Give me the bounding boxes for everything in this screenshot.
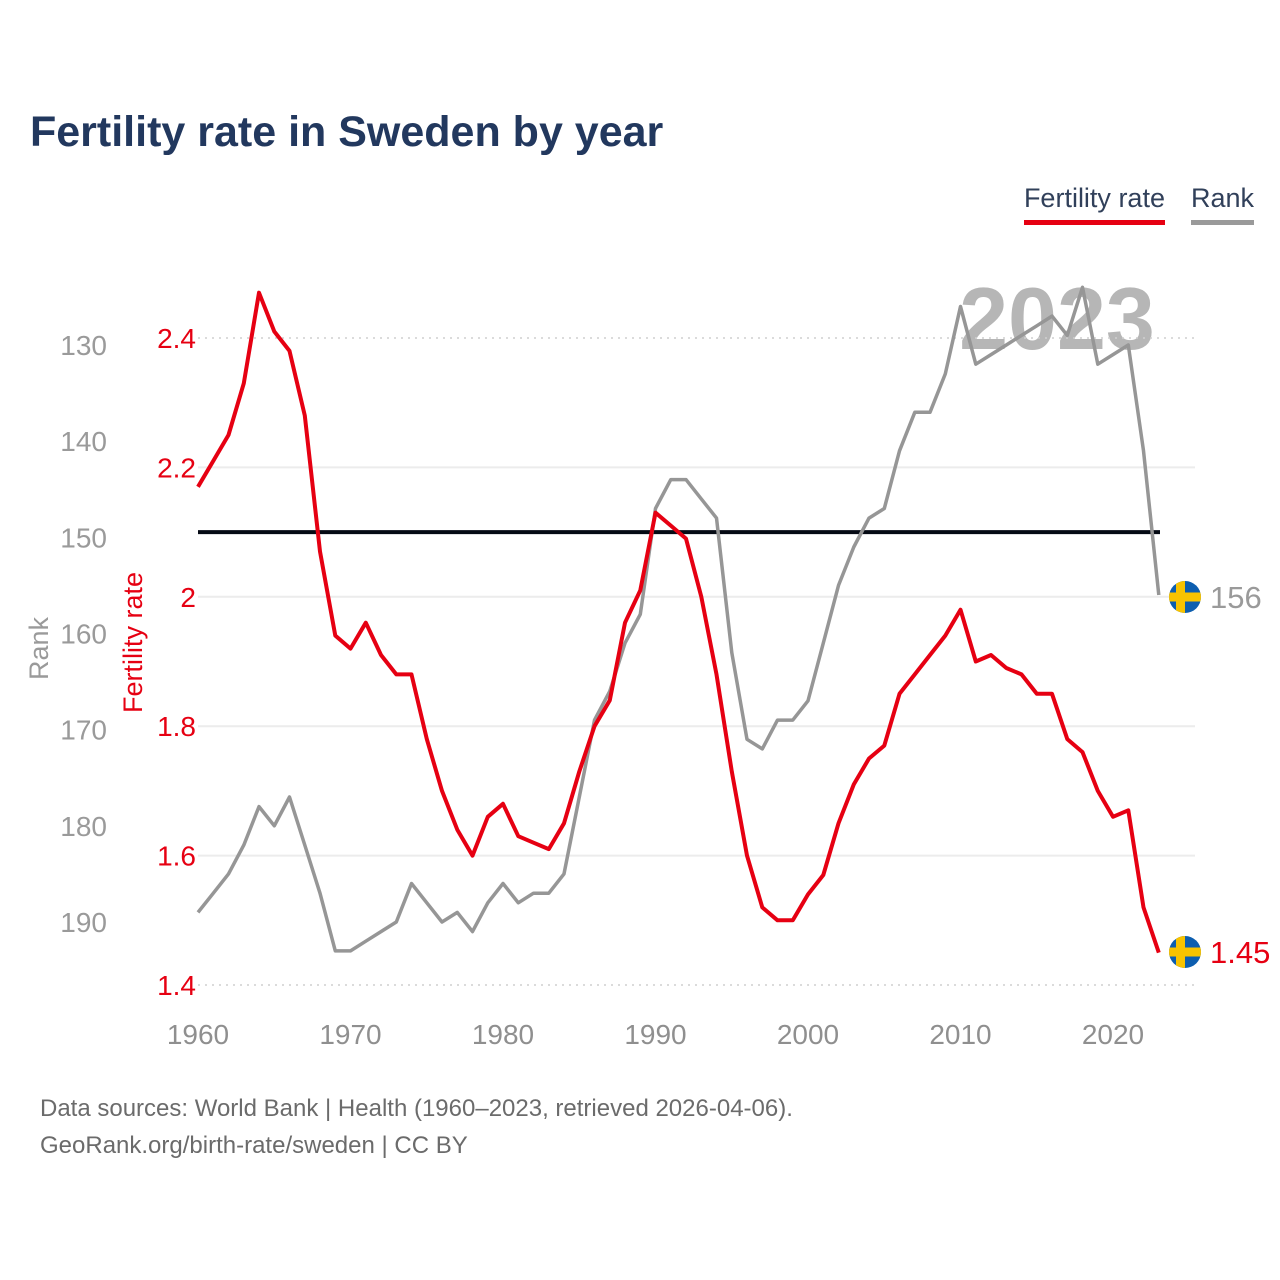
year-tick-label: 2000 xyxy=(777,1019,839,1050)
rank-axis-title: Rank xyxy=(24,616,54,680)
year-tick-label: 2010 xyxy=(929,1019,991,1050)
rank-tick-label: 190 xyxy=(60,907,107,938)
rank-tick-label: 160 xyxy=(60,619,107,650)
footer-attribution-line: GeoRank.org/birth-rate/sweden | CC BY xyxy=(40,1132,468,1159)
rank-series xyxy=(196,285,1161,953)
year-tick-label: 1990 xyxy=(624,1019,686,1050)
sweden-flag-icon xyxy=(1169,581,1201,613)
axis-tick-labels: 2.4 2.2 2 1.8 1.6 1.4 130 140 150 160 170 180 190 196… xyxy=(60,323,1144,1050)
year-tick-label: 1970 xyxy=(319,1019,381,1050)
fertility-tick-label: 1.8 xyxy=(157,711,196,742)
rank-tick-label: 150 xyxy=(60,522,107,553)
year-tick-label: 2020 xyxy=(1082,1019,1144,1050)
fertility-series xyxy=(196,290,1161,954)
rank-tick-label: 170 xyxy=(60,715,107,746)
rank-line xyxy=(196,285,1161,953)
footer: Data sources: World Bank | Health (1960–… xyxy=(40,1090,793,1164)
page-title: Fertility rate in Sweden by year xyxy=(30,108,664,156)
fertility-tick-label: 1.6 xyxy=(157,841,196,872)
fertility-tick-label: 2 xyxy=(180,582,196,613)
fertility-tick-label: 1.4 xyxy=(157,970,196,1001)
year-tick-label: 1960 xyxy=(167,1019,229,1050)
footer-source-line: Data sources: World Bank | Health (1960–… xyxy=(40,1095,793,1122)
legend: Fertility rate Rank xyxy=(1023,183,1254,225)
fertility-end-value: 1.45 xyxy=(1210,935,1270,970)
rank-end-value: 156 xyxy=(1210,580,1262,615)
fertility-tick-label: 2.2 xyxy=(157,452,196,483)
rank-end-marker: 156 xyxy=(1169,580,1262,615)
watermark-year: 2023 xyxy=(959,269,1155,368)
fertility-tick-label: 2.4 xyxy=(157,323,196,354)
year-tick-label: 1980 xyxy=(472,1019,534,1050)
legend-item-rank[interactable]: Rank xyxy=(1190,183,1254,225)
sweden-flag-icon xyxy=(1169,936,1201,968)
rank-tick-label: 130 xyxy=(60,330,107,361)
fertility-axis-title: Fertility rate xyxy=(118,572,148,713)
gridlines xyxy=(198,337,1195,986)
legend-item-fertility-rate[interactable]: Fertility rate xyxy=(1023,183,1165,225)
rank-tick-label: 140 xyxy=(60,426,107,457)
rank-tick-label: 180 xyxy=(60,811,107,842)
fertility-rate-line xyxy=(196,290,1161,954)
fertility-end-marker: 1.45 xyxy=(1169,935,1270,970)
